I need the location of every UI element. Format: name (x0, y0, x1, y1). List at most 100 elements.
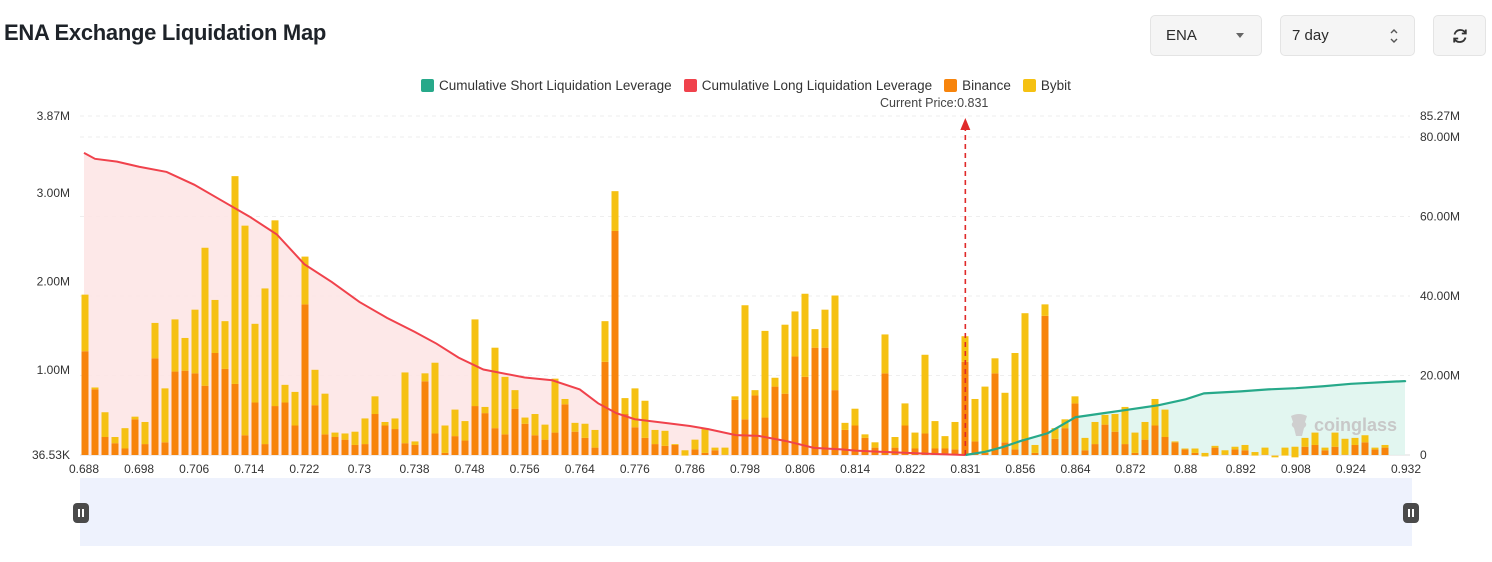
bar-binance (881, 373, 889, 455)
bar-binance (511, 408, 519, 455)
bar-bybit (1251, 452, 1259, 456)
x-tick-label: 0.756 (510, 462, 540, 476)
zoom-slider-track[interactable] (80, 478, 1412, 546)
coinglass-logo-icon (1291, 414, 1307, 436)
bar-binance (1181, 449, 1189, 455)
zoom-handle-right[interactable] (1403, 503, 1419, 523)
bar-bybit (1021, 313, 1029, 439)
y-right-tick-label: 60.00M (1420, 209, 1460, 223)
bar-binance (791, 356, 799, 455)
x-tick-label: 0.814 (840, 462, 870, 476)
legend-item-long[interactable]: Cumulative Long Liquidation Leverage (683, 78, 932, 93)
bar-bybit (241, 225, 249, 436)
bar-binance (891, 447, 899, 455)
bar-bybit (991, 358, 999, 374)
bar-bybit (811, 329, 819, 348)
y-left-tick-label: 3.87M (37, 109, 70, 123)
bar-binance (1111, 431, 1119, 455)
bar-binance (661, 445, 669, 455)
bar-bybit (691, 439, 699, 450)
bar-bybit (1271, 455, 1279, 458)
bar-bybit (311, 369, 319, 406)
bar-binance (781, 393, 789, 455)
x-tick-label: 0.776 (620, 462, 650, 476)
bar-binance (1121, 444, 1129, 455)
bar-bybit (151, 322, 159, 359)
bar-binance (1171, 442, 1179, 455)
bar-bybit (1221, 450, 1229, 455)
bar-binance (401, 443, 409, 455)
bar-bybit (281, 384, 289, 403)
bar-bybit (1141, 421, 1149, 440)
bar-binance (111, 443, 119, 455)
legend-label-bybit: Bybit (1040, 78, 1071, 93)
bar-bybit (371, 396, 379, 415)
bar-bybit (1351, 437, 1359, 445)
bar-bybit (1001, 392, 1009, 443)
legend-swatch-short (421, 79, 435, 92)
bar-bybit (661, 430, 669, 446)
legend-swatch-binance (944, 79, 958, 92)
bar-bybit (221, 321, 229, 369)
bar-binance (161, 442, 169, 455)
bar-bybit (881, 334, 889, 374)
bar-binance (851, 425, 859, 455)
bar-binance (1331, 446, 1339, 455)
bar-binance (281, 402, 289, 455)
bar-bybit (91, 387, 99, 390)
bar-bybit (761, 330, 769, 418)
bar-binance (951, 449, 959, 455)
legend-item-binance[interactable]: Binance (944, 78, 1011, 93)
bar-binance (1361, 442, 1369, 455)
range-select[interactable]: 7 day (1280, 15, 1415, 56)
legend-item-short[interactable]: Cumulative Short Liquidation Leverage (421, 78, 672, 93)
symbol-select[interactable]: ENA (1150, 15, 1262, 56)
bar-bybit (551, 378, 559, 433)
bar-bybit (841, 422, 849, 430)
bar-bybit (1131, 432, 1139, 453)
bar-bybit (401, 372, 409, 444)
x-tick-label: 0.864 (1060, 462, 1090, 476)
bar-binance (291, 425, 299, 455)
long-line (83, 151, 966, 456)
bar-binance (271, 406, 279, 455)
bar-binance (441, 452, 449, 455)
bar-bybit (1311, 432, 1319, 445)
bar-binance (621, 414, 629, 455)
bar-bybit (1261, 447, 1269, 455)
bar-bybit (971, 398, 979, 442)
bar-binance (1161, 437, 1169, 455)
bar-bybit (911, 432, 919, 449)
bar-bybit (521, 417, 529, 424)
x-tick-label: 0.714 (234, 462, 264, 476)
bar-binance (1091, 444, 1099, 455)
bar-bybit (1161, 409, 1169, 438)
bar-binance (671, 444, 679, 455)
bar-bybit (251, 323, 259, 403)
legend-item-bybit[interactable]: Bybit (1022, 78, 1071, 93)
bar-binance (731, 399, 739, 455)
bar-bybit (1211, 445, 1219, 448)
bar-bybit (921, 354, 929, 434)
bar-binance (361, 444, 369, 455)
bar-bybit (1241, 444, 1249, 451)
bar-bybit (471, 319, 479, 407)
bar-bybit (1291, 446, 1299, 458)
bar-bybit (831, 295, 839, 391)
bar-binance (431, 433, 439, 455)
bar-bybit (1191, 448, 1199, 453)
bar-bybit (111, 437, 119, 444)
bar-binance (991, 373, 999, 455)
bar-binance (1381, 447, 1389, 455)
y-right-tick-label: 20.00M (1420, 368, 1460, 382)
refresh-icon (1452, 28, 1467, 43)
bar-binance (751, 395, 759, 455)
bar-bybit (871, 442, 879, 448)
bar-bybit (1321, 447, 1329, 451)
bar-bybit (681, 450, 689, 456)
current-price-label: Current Price:0.831 (880, 96, 989, 110)
zoom-handle-left[interactable] (73, 503, 89, 523)
bar-bybit (561, 398, 569, 405)
bar-binance (691, 449, 699, 455)
refresh-button[interactable] (1433, 15, 1486, 56)
